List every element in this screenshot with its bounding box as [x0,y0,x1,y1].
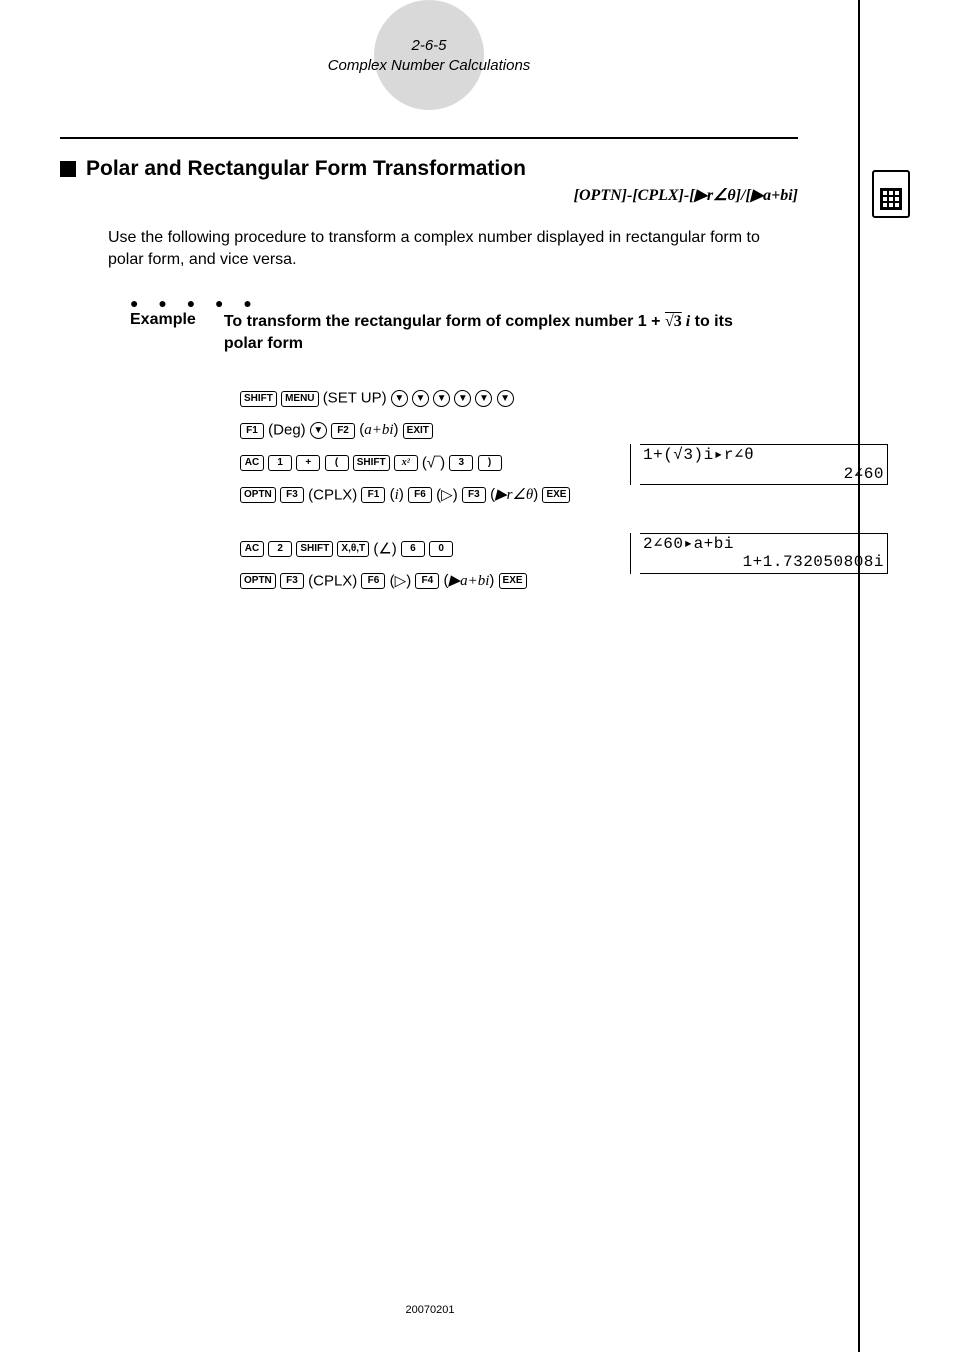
f1-key: F1 [361,487,385,503]
exe-key: EXE [499,573,527,589]
example-dots: ● ● ● ● ● [130,295,798,311]
one-key: 1 [268,455,292,471]
example-label: Example [130,311,196,329]
ac-key: AC [240,455,264,471]
menu-path: [OPTN]-[CPLX]-[▶r∠θ]/[▶a+bi] [60,185,798,205]
down-key: ▼ [391,390,408,407]
xthetat-key: X,θ,T [337,541,369,557]
display-line: 2∠60 [643,465,884,483]
f1-key: F1 [240,423,264,439]
deg-label: (Deg) [268,422,306,439]
six-key: 6 [401,541,425,557]
f3-key: F3 [280,573,304,589]
section-title: Polar and Rectangular Form Transformatio… [60,157,798,181]
down-key: ▼ [412,390,429,407]
shift-key: SHIFT [353,455,390,471]
rparen-key: ) [478,455,502,471]
zero-key: 0 [429,541,453,557]
f3-key: F3 [462,487,486,503]
down-key: ▼ [433,390,450,407]
f6-key: F6 [361,573,385,589]
keystroke-block-2: AC 2 SHIFT X,θ,T (∠) 6 0 OPTN F3 (CPLX) … [240,533,798,597]
exe-key: EXE [542,487,570,503]
optn-key: OPTN [240,487,276,503]
shift-key: SHIFT [240,391,277,407]
content: Polar and Rectangular Form Transformatio… [0,77,858,598]
two-key: 2 [268,541,292,557]
calculator-icon [872,170,910,218]
menu-key: MENU [281,391,318,407]
optn-key: OPTN [240,573,276,589]
display-line: 2∠60▸a+bi [643,535,884,553]
calculator-display-1: 1+(√3)i▸r∠θ 2∠60 [640,444,888,485]
page: 2-6-5 Complex Number Calculations Polar … [0,0,860,1352]
display-line: 1+1.732050808i [643,553,884,571]
page-number: 2-6-5 [0,36,858,56]
example-text: To transform the rectangular form of com… [224,311,733,354]
f3-key: F3 [280,487,304,503]
down-key: ▼ [310,422,327,439]
calculator-display-2: 2∠60▸a+bi 1+1.732050808i [640,533,888,574]
keypad-icon [880,188,902,210]
shift-key: SHIFT [296,541,333,557]
three-key: 3 [449,455,473,471]
exit-key: EXIT [403,423,433,439]
f2-key: F2 [331,423,355,439]
intro-paragraph: Use the following procedure to transform… [108,227,798,272]
footer-date: 20070201 [0,1304,860,1316]
down-key: ▼ [475,390,492,407]
cplx-label: (CPLX) [308,572,357,589]
setup-label: (SET UP) [323,390,387,407]
down-key: ▼ [454,390,471,407]
horizontal-rule [60,137,798,139]
cplx-label: (CPLX) [308,486,357,503]
chapter-title: Complex Number Calculations [0,56,858,76]
lparen-key: ( [325,455,349,471]
f4-key: F4 [415,573,439,589]
f6-key: F6 [408,487,432,503]
plus-key: + [296,455,320,471]
keystroke-block-1: SHIFT MENU (SET UP) ▼ ▼ ▼ ▼ ▼ ▼ F1 (Deg)… [240,382,798,511]
x2-key: x² [394,455,418,471]
example-block: Example To transform the rectangular for… [130,311,798,354]
down-key: ▼ [497,390,514,407]
display-line: 1+(√3)i▸r∠θ [643,446,884,464]
page-header: 2-6-5 Complex Number Calculations [0,36,858,77]
ac-key: AC [240,541,264,557]
bullet-square-icon [60,161,76,177]
section-title-text: Polar and Rectangular Form Transformatio… [86,157,526,181]
